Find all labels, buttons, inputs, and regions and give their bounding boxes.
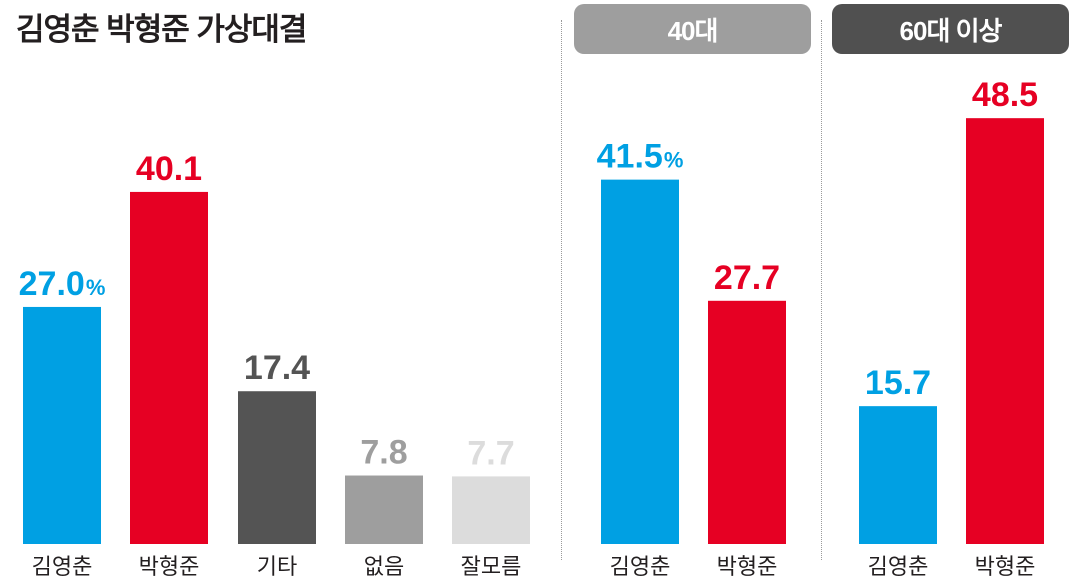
bar-age-60s-plus-1 bbox=[859, 406, 937, 544]
category-label-total-4: 없음 bbox=[364, 554, 404, 579]
bar-total-3 bbox=[238, 391, 316, 544]
bar-age-60s-plus-2 bbox=[966, 118, 1044, 545]
value-label-total-3: 17.4 bbox=[244, 349, 310, 387]
panel-divider-left bbox=[561, 20, 562, 560]
panel-title-40s: 40대 bbox=[574, 4, 811, 54]
category-label-total-3: 기타 bbox=[257, 554, 297, 579]
category-label-age-60s-plus-2: 박형준 bbox=[975, 554, 1036, 579]
category-label-age-40s-2: 박형준 bbox=[717, 554, 778, 579]
bar-total-1 bbox=[23, 306, 101, 544]
panel-divider-right bbox=[821, 20, 822, 560]
value-label-age-40s-2: 27.7 bbox=[714, 259, 780, 297]
category-label-total-2: 박형준 bbox=[139, 554, 200, 579]
value-label-age-40s-1: 41.5% bbox=[597, 138, 684, 176]
value-label-age-60s-plus-1: 15.7 bbox=[865, 364, 931, 402]
chart-title: 김영춘 박형준 가상대결 bbox=[16, 12, 307, 47]
category-label-total-5: 잘모름 bbox=[461, 554, 522, 579]
bar-age-40s-1 bbox=[601, 179, 679, 544]
value-label-total-2: 40.1 bbox=[136, 150, 202, 188]
category-label-total-1: 김영춘 bbox=[32, 554, 93, 579]
bar-total-2 bbox=[130, 191, 208, 544]
value-label-total-5: 7.7 bbox=[467, 434, 514, 472]
bar-total-5 bbox=[452, 476, 530, 544]
value-label-total-4: 7.8 bbox=[360, 434, 407, 472]
category-label-age-60s-plus-1: 김영춘 bbox=[868, 554, 929, 579]
value-label-total-1: 27.0% bbox=[19, 265, 106, 303]
bar-total-4 bbox=[345, 475, 423, 544]
panel-title-60s-plus: 60대 이상 bbox=[832, 4, 1069, 54]
category-label-age-40s-1: 김영춘 bbox=[610, 554, 671, 579]
bar-age-40s-2 bbox=[708, 300, 786, 544]
value-label-age-60s-plus-2: 48.5 bbox=[972, 76, 1038, 114]
